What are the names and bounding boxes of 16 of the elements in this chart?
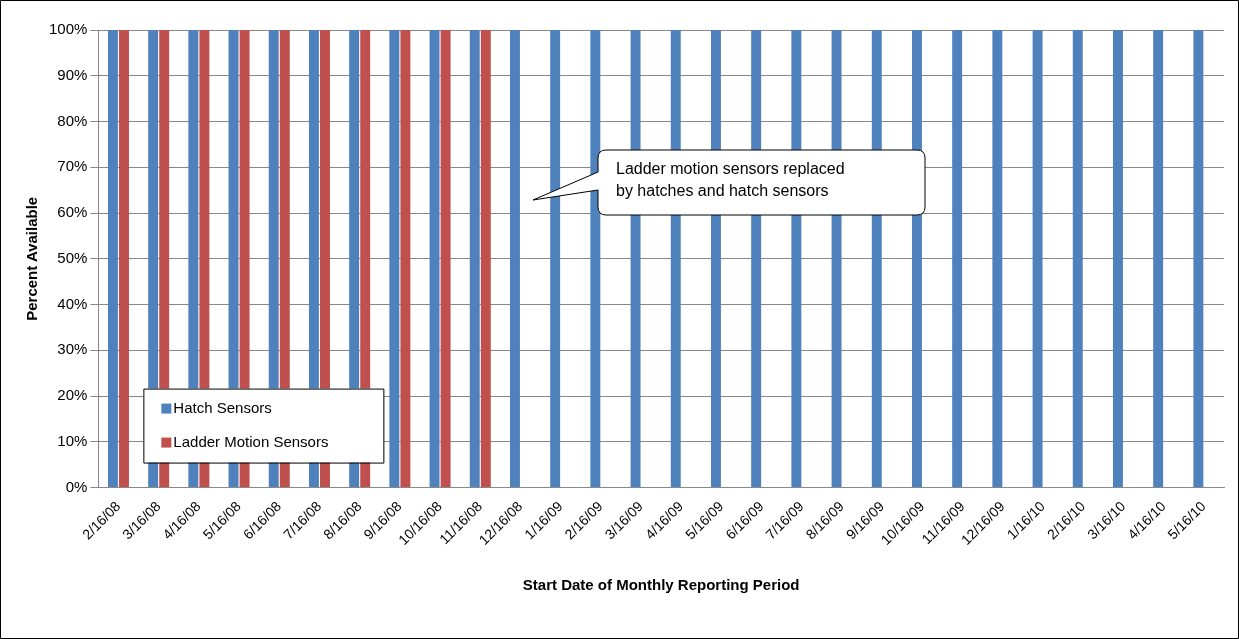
legend-label: Ladder Motion Sensors xyxy=(173,432,329,450)
y-tick-label: 90% xyxy=(57,65,88,83)
legend-label: Hatch Sensors xyxy=(173,398,272,416)
y-tick-label: 40% xyxy=(57,294,88,312)
y-tick-label: 20% xyxy=(57,386,88,404)
y-tick-label: 100% xyxy=(48,20,88,38)
y-tick-label: 0% xyxy=(65,477,88,495)
y-tick-label: 60% xyxy=(57,203,88,221)
x-axis-title: Start Date of Monthly Reporting Period xyxy=(522,576,800,594)
y-tick-label: 50% xyxy=(57,248,88,266)
y-tick-label: 30% xyxy=(57,340,88,358)
y-tick-label: 70% xyxy=(57,157,88,175)
y-tick-label: 10% xyxy=(57,431,88,449)
y-tick-label: 80% xyxy=(57,111,88,129)
y-axis-title: Percent Available xyxy=(23,196,41,321)
annotation: Ladder motion sensors replaced by hatches and hatch sensors xyxy=(616,159,845,201)
